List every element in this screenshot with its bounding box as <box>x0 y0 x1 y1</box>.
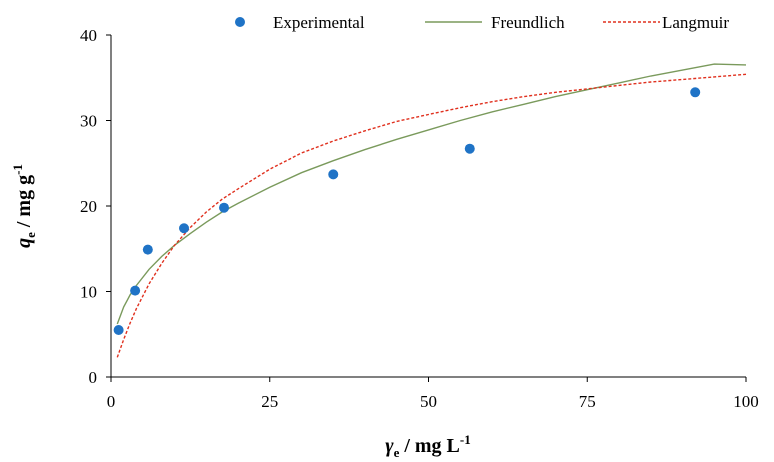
plot-area <box>113 63 747 358</box>
x-axis-unit: / mg L <box>399 435 460 457</box>
x-axis-unit-exponent: -1 <box>460 432 471 447</box>
x-axis-symbol: γ <box>385 435 394 457</box>
axes: 0 25 50 75 100 0 10 20 30 40 <box>80 26 759 411</box>
experimental-point <box>690 87 701 98</box>
y-tick-label: 10 <box>80 283 97 302</box>
experimental-point <box>130 285 141 296</box>
experimental-point <box>179 223 190 234</box>
x-tick-label: 100 <box>733 392 759 411</box>
langmuir-series-line <box>116 73 747 358</box>
x-tick-label: 75 <box>579 392 596 411</box>
legend: Experimental Freundlich Langmuir <box>235 13 729 32</box>
experimental-legend-label: Experimental <box>273 13 365 32</box>
experimental-point <box>464 143 475 154</box>
langmuir-legend-label: Langmuir <box>662 13 729 32</box>
x-axis-subscript: e <box>394 445 400 460</box>
freundlich-legend-label: Freundlich <box>491 13 565 32</box>
y-tick-label: 40 <box>80 26 97 45</box>
y-tick-label: 30 <box>80 112 97 131</box>
experimental-point <box>219 202 230 213</box>
y-axis-unit: / mg g <box>13 175 35 232</box>
x-tick-label: 0 <box>107 392 116 411</box>
experimental-legend-marker <box>235 17 245 27</box>
x-tick-label: 50 <box>420 392 437 411</box>
y-axis-unit-exponent: -1 <box>10 164 25 175</box>
y-axis-title: qe / mg g-1 <box>10 164 38 248</box>
x-axis-title: γe / mg L-1 <box>385 432 471 460</box>
experimental-point <box>113 324 124 335</box>
freundlich-series-line <box>116 63 747 325</box>
y-axis-subscript: e <box>23 232 38 238</box>
y-axis-symbol: q <box>13 238 35 248</box>
experimental-point <box>328 169 339 180</box>
y-tick-label: 0 <box>89 368 98 387</box>
x-tick-label: 25 <box>261 392 278 411</box>
y-tick-label: 20 <box>80 197 97 216</box>
experimental-point <box>142 244 153 255</box>
